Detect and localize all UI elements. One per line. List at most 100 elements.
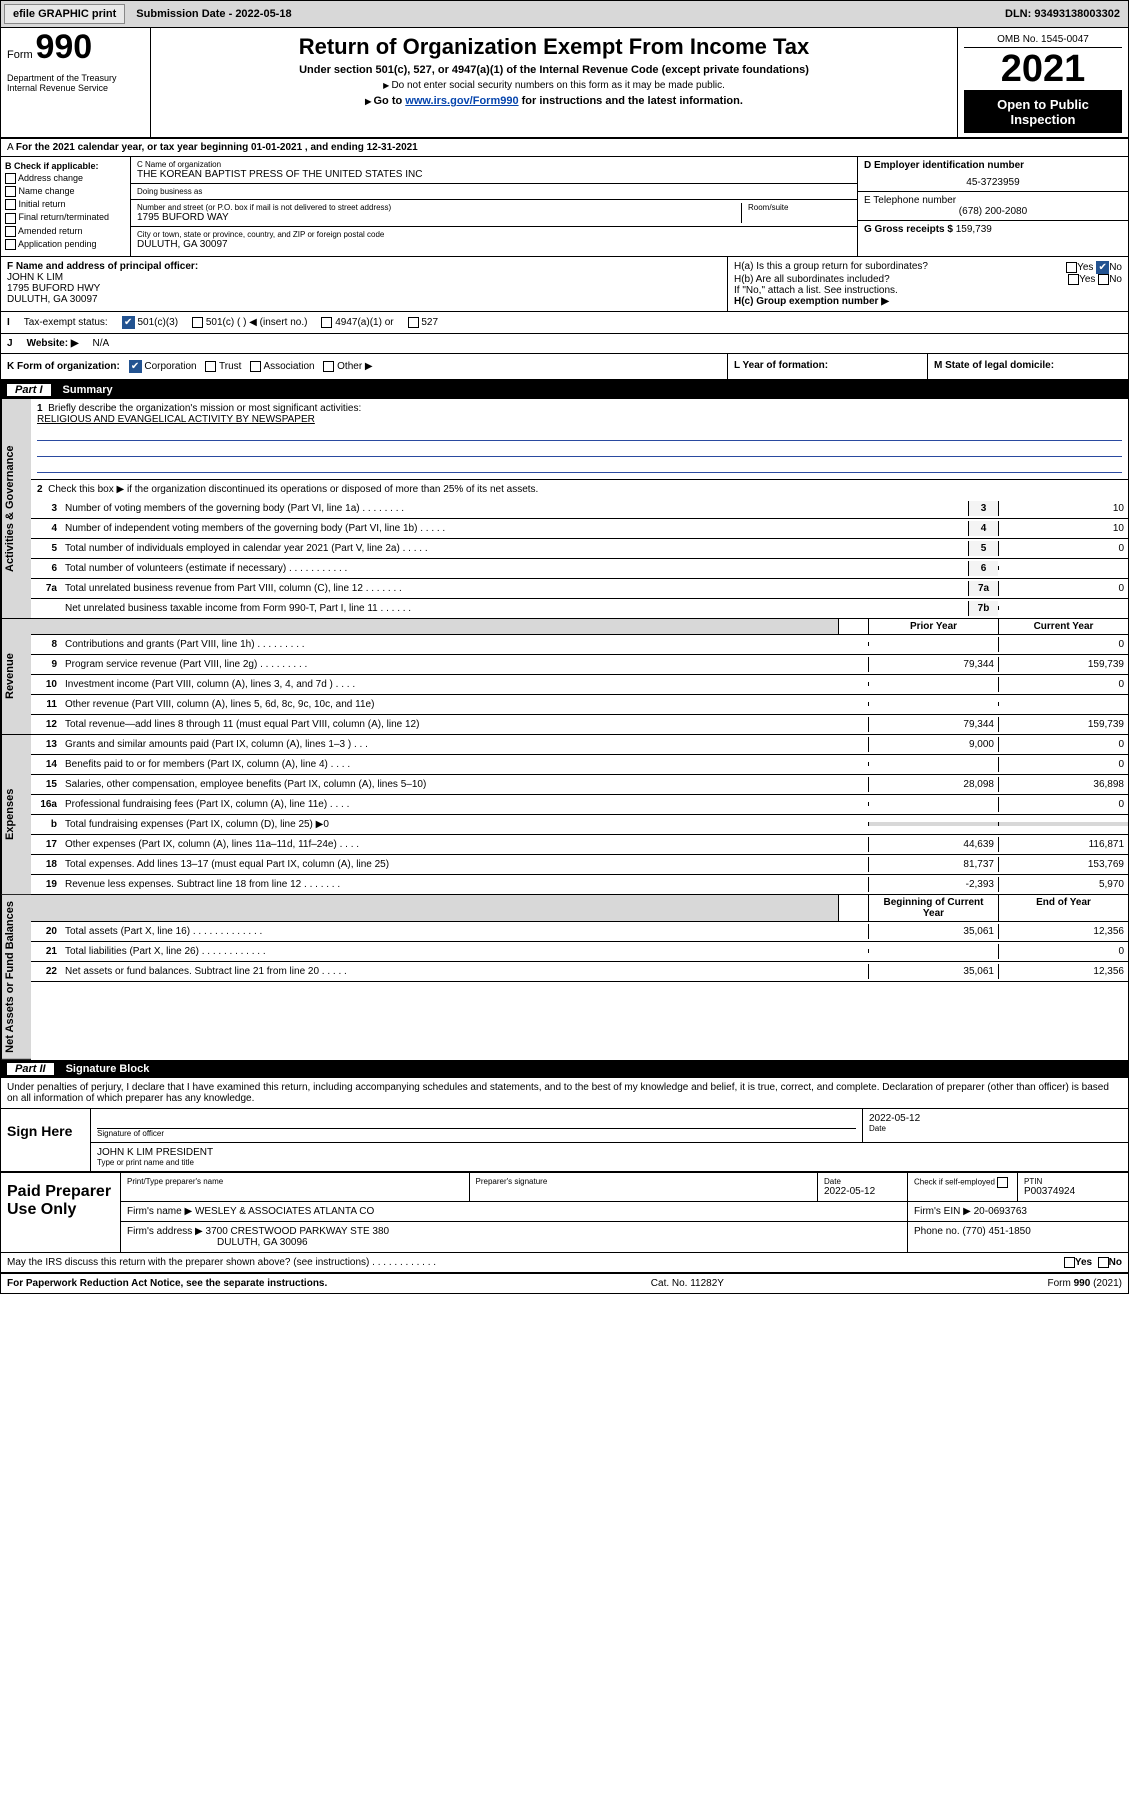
officer-name: JOHN K LIM	[7, 272, 721, 283]
header-right: OMB No. 1545-0047 2021 Open to Public In…	[958, 28, 1128, 137]
form-of-org: K Form of organization: ✔ Corporation Tr…	[1, 354, 728, 379]
data-line: 16aProfessional fundraising fees (Part I…	[31, 795, 1128, 815]
top-toolbar: efile GRAPHIC print Submission Date - 20…	[1, 1, 1128, 28]
expenses-tab: Expenses	[1, 735, 31, 895]
firm-address: 3700 CRESTWOOD PARKWAY STE 380	[206, 1226, 390, 1237]
governance-line: 3Number of voting members of the governi…	[31, 499, 1128, 519]
instructions-link[interactable]: www.irs.gov/Form990	[405, 95, 518, 107]
printed-name: JOHN K LIM PRESIDENT	[97, 1147, 1122, 1158]
4947a1-checkbox[interactable]	[321, 317, 332, 328]
data-line: 21Total liabilities (Part X, line 26) . …	[31, 942, 1128, 962]
part2-header: Part II Signature Block	[1, 1060, 1128, 1078]
title-block: Return of Organization Exempt From Incom…	[151, 28, 958, 137]
501c-checkbox[interactable]	[192, 317, 203, 328]
sig-date-label: Date	[869, 1124, 1122, 1133]
governance-line: 4Number of independent voting members of…	[31, 519, 1128, 539]
open-to-public-badge: Open to Public Inspection	[964, 91, 1122, 133]
self-employed-checkbox[interactable]	[997, 1177, 1008, 1188]
governance-line: 6Total number of volunteers (estimate if…	[31, 559, 1128, 579]
gross-value: 159,739	[956, 224, 992, 235]
h-block: H(a) Is this a group return for subordin…	[728, 257, 1128, 311]
officer-addr2: DULUTH, GA 30097	[7, 294, 721, 305]
ptin-value: P00374924	[1024, 1186, 1122, 1197]
state-domicile: M State of legal domicile:	[928, 354, 1128, 379]
other-checkbox[interactable]	[323, 361, 334, 372]
data-line: 13Grants and similar amounts paid (Part …	[31, 735, 1128, 755]
discuss-no-checkbox[interactable]	[1098, 1257, 1109, 1268]
dba-label: Doing business as	[137, 187, 851, 196]
discuss-yes-checkbox[interactable]	[1064, 1257, 1075, 1268]
year-formation: L Year of formation:	[728, 354, 928, 379]
firm-name: WESLEY & ASSOCIATES ATLANTA CO	[195, 1206, 374, 1217]
dept-label: Department of the Treasury Internal Reve…	[7, 73, 144, 93]
governance-line: 5Total number of individuals employed in…	[31, 539, 1128, 559]
applicable-checkbox-item[interactable]: Final return/terminated	[5, 212, 126, 223]
form-ref: Form 990 (2021)	[1048, 1278, 1122, 1289]
data-line: 8Contributions and grants (Part VIII, li…	[31, 635, 1128, 655]
corporation-checkbox[interactable]: ✔	[129, 360, 142, 373]
officer-block: F Name and address of principal officer:…	[1, 257, 728, 311]
city-label: City or town, state or province, country…	[137, 230, 851, 239]
applicable-checkbox-item[interactable]: Application pending	[5, 239, 126, 250]
sig-officer-label: Signature of officer	[97, 1129, 856, 1138]
submission-date-label: Submission Date - 2022-05-18	[128, 4, 299, 24]
street-value: 1795 BUFORD WAY	[137, 212, 741, 223]
mission-block: 1 Briefly describe the organization's mi…	[31, 399, 1128, 480]
officer-addr1: 1795 BUFORD HWY	[7, 283, 721, 294]
data-line: 22Net assets or fund balances. Subtract …	[31, 962, 1128, 982]
footer: For Paperwork Reduction Act Notice, see …	[1, 1274, 1128, 1293]
form-id-block: Form 990 Department of the Treasury Inte…	[1, 28, 151, 137]
revenue-header-row: Prior Year Current Year	[31, 619, 1128, 635]
subtitle-3: Go to www.irs.gov/Form990 for instructio…	[157, 95, 951, 107]
website-value: N/A	[93, 338, 110, 349]
501c3-checkbox[interactable]: ✔	[122, 316, 135, 329]
entity-right-col: D Employer identification number 45-3723…	[858, 157, 1128, 256]
527-checkbox[interactable]	[408, 317, 419, 328]
governance-line: 7aTotal unrelated business revenue from …	[31, 579, 1128, 599]
association-checkbox[interactable]	[250, 361, 261, 372]
applicable-checkbox-item[interactable]: Address change	[5, 173, 126, 184]
revenue-tab: Revenue	[1, 619, 31, 735]
data-line: 19Revenue less expenses. Subtract line 1…	[31, 875, 1128, 895]
trust-checkbox[interactable]	[205, 361, 216, 372]
applicable-checkbox-item[interactable]: Amended return	[5, 226, 126, 237]
entity-info: C Name of organization THE KOREAN BAPTIS…	[131, 157, 858, 256]
subtitle-1: Under section 501(c), 527, or 4947(a)(1)…	[157, 64, 951, 76]
data-line: 9Program service revenue (Part VIII, lin…	[31, 655, 1128, 675]
form-title: Return of Organization Exempt From Incom…	[157, 34, 951, 60]
data-line: 18Total expenses. Add lines 13–17 (must …	[31, 855, 1128, 875]
paid-preparer-label: Paid Preparer Use Only	[1, 1173, 121, 1252]
part1-header: Part I Summary	[1, 381, 1128, 399]
applicable-checkbox-item[interactable]: Name change	[5, 186, 126, 197]
governance-tab: Activities & Governance	[1, 399, 31, 619]
firm-city: DULUTH, GA 30096	[217, 1237, 901, 1248]
data-line: 17Other expenses (Part IX, column (A), l…	[31, 835, 1128, 855]
pra-notice: For Paperwork Reduction Act Notice, see …	[7, 1278, 327, 1289]
phone-value: (678) 200-2080	[864, 206, 1122, 217]
declaration-text: Under penalties of perjury, I declare th…	[1, 1078, 1128, 1109]
form-prefix: Form	[7, 49, 33, 61]
data-line: bTotal fundraising expenses (Part IX, co…	[31, 815, 1128, 835]
sig-date: 2022-05-12	[869, 1113, 1122, 1124]
efile-print-button[interactable]: efile GRAPHIC print	[4, 4, 125, 24]
ein-value: 45-3723959	[864, 177, 1122, 188]
org-name: THE KOREAN BAPTIST PRESS OF THE UNITED S…	[137, 169, 851, 180]
tax-exempt-status-row: I Tax-exempt status: ✔ 501(c)(3) 501(c) …	[1, 312, 1128, 334]
cat-no: Cat. No. 11282Y	[651, 1278, 724, 1289]
org-name-label: C Name of organization	[137, 160, 851, 169]
dln-label: DLN: 93493138003302	[997, 4, 1128, 24]
data-line: 12Total revenue—add lines 8 through 11 (…	[31, 715, 1128, 735]
applicable-checkbox-item[interactable]: Initial return	[5, 199, 126, 210]
firm-ein: 20-0693763	[974, 1206, 1027, 1217]
tax-year-range: A For the 2021 calendar year, or tax yea…	[1, 139, 1128, 157]
room-label: Room/suite	[748, 203, 851, 212]
mission-text: RELIGIOUS AND EVANGELICAL ACTIVITY BY NE…	[37, 414, 1122, 425]
data-line: 15Salaries, other compensation, employee…	[31, 775, 1128, 795]
tax-year: 2021	[964, 48, 1122, 91]
applicable-checkboxes: B Check if applicable: Address change Na…	[1, 157, 131, 256]
form-number: 990	[35, 28, 92, 66]
website-row: J Website: ▶ N/A	[1, 334, 1128, 354]
omb-label: OMB No. 1545-0047	[964, 32, 1122, 48]
sign-here-label: Sign Here	[1, 1109, 91, 1171]
data-line: 20Total assets (Part X, line 16) . . . .…	[31, 922, 1128, 942]
